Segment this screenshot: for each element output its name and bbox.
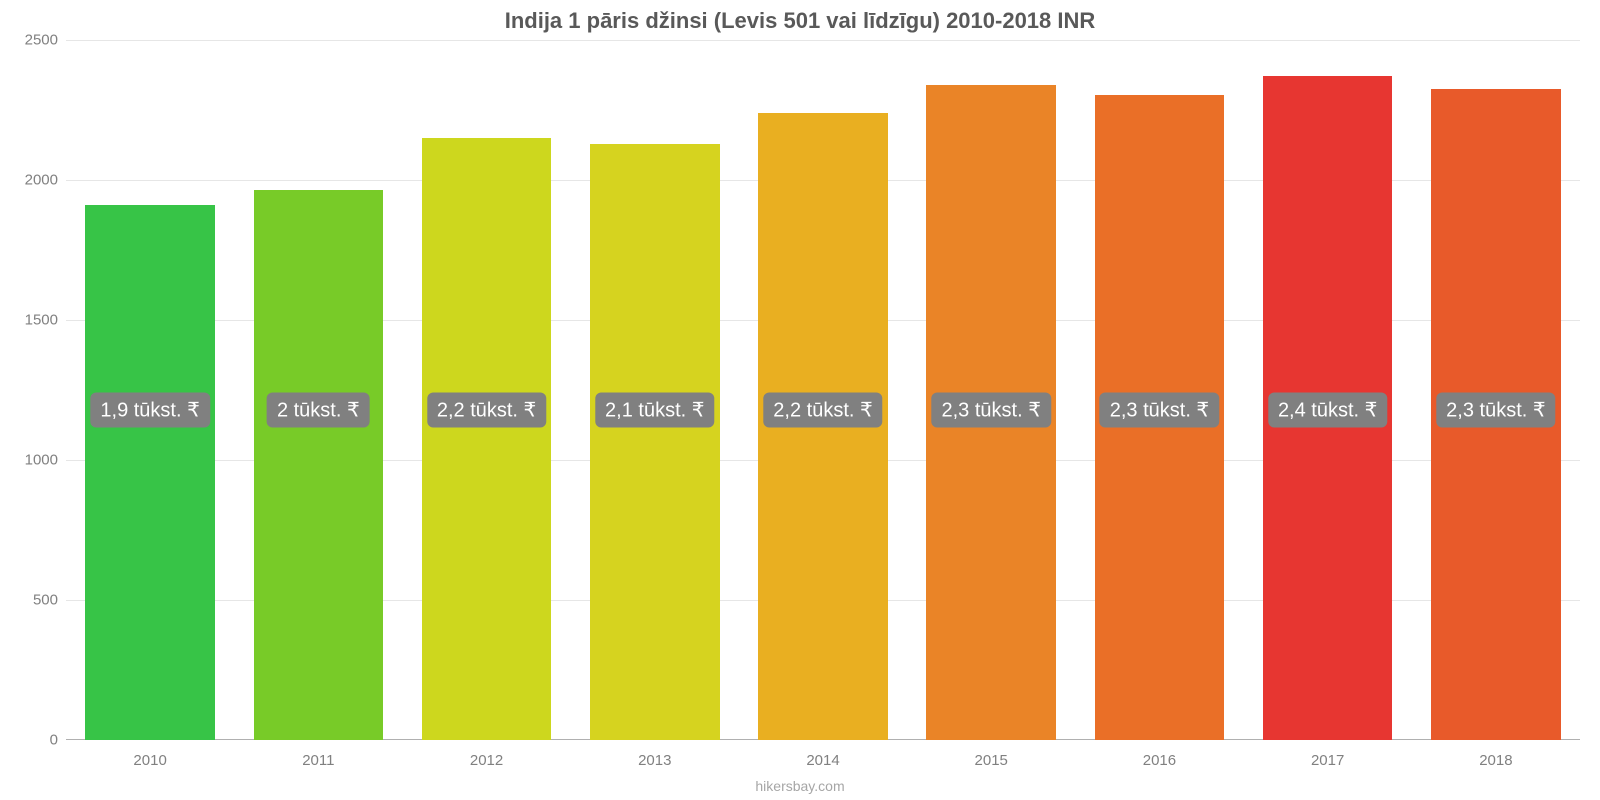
data-label: 1,9 tūkst. ₹ — [90, 392, 209, 427]
data-label: 2 tūkst. ₹ — [267, 392, 370, 427]
x-axis-label: 2011 — [302, 752, 334, 769]
gridline — [66, 40, 1580, 41]
x-axis-label: 2013 — [638, 752, 671, 769]
bar — [85, 205, 215, 740]
chart-container: Indija 1 pāris džinsi (Levis 501 vai līd… — [0, 0, 1600, 800]
chart-caption: hikersbay.com — [0, 778, 1600, 794]
plot-area: 0500100015002000250020101,9 tūkst. ₹2011… — [66, 40, 1580, 740]
data-label: 2,3 tūkst. ₹ — [932, 392, 1051, 427]
y-axis-label: 2000 — [12, 172, 58, 189]
x-axis-label: 2010 — [133, 752, 166, 769]
bar — [254, 190, 384, 740]
bar — [422, 138, 552, 740]
data-label: 2,4 tūkst. ₹ — [1268, 392, 1387, 427]
data-label: 2,3 tūkst. ₹ — [1436, 392, 1555, 427]
data-label: 2,3 tūkst. ₹ — [1100, 392, 1219, 427]
data-label: 2,1 tūkst. ₹ — [595, 392, 714, 427]
y-axis-label: 0 — [12, 732, 58, 749]
y-axis-label: 2500 — [12, 32, 58, 49]
x-axis-label: 2017 — [1311, 752, 1344, 769]
x-axis-label: 2014 — [806, 752, 839, 769]
x-axis-label: 2018 — [1479, 752, 1512, 769]
x-axis-label: 2016 — [1143, 752, 1176, 769]
y-axis-label: 1000 — [12, 452, 58, 469]
y-axis-label: 500 — [12, 592, 58, 609]
x-axis-label: 2015 — [975, 752, 1008, 769]
data-label: 2,2 tūkst. ₹ — [427, 392, 546, 427]
bar — [590, 144, 720, 740]
x-axis-label: 2012 — [470, 752, 503, 769]
data-label: 2,2 tūkst. ₹ — [763, 392, 882, 427]
y-axis-label: 1500 — [12, 312, 58, 329]
chart-title: Indija 1 pāris džinsi (Levis 501 vai līd… — [0, 8, 1600, 34]
